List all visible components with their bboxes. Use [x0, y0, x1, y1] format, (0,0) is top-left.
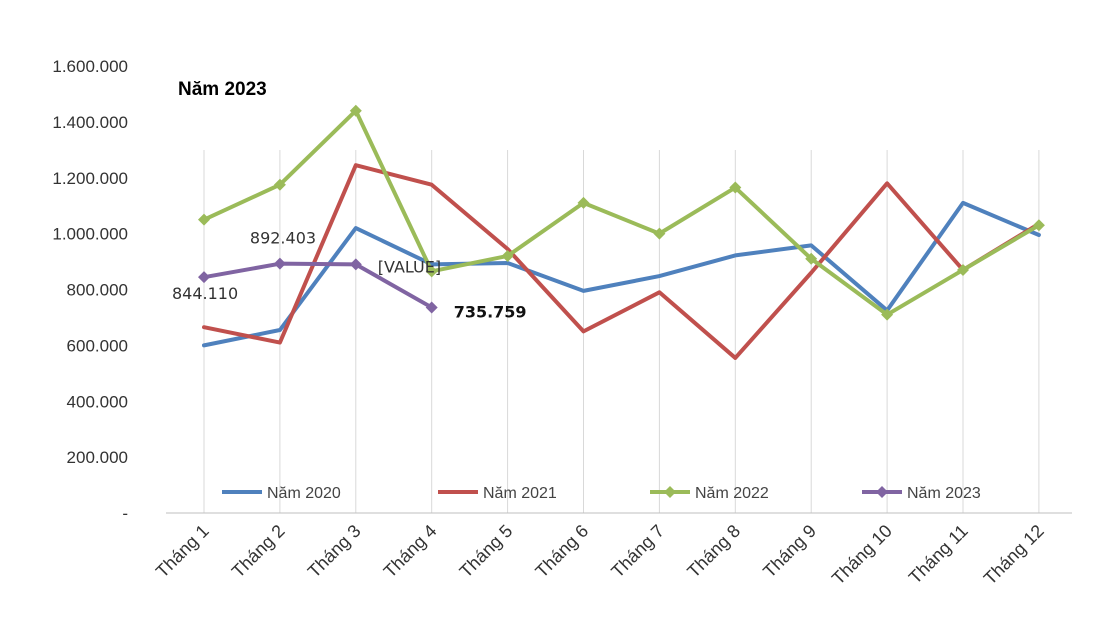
marker-n-m-2022 [425, 265, 438, 278]
marker-n-m-2023 [273, 257, 286, 270]
y-tick-label: 400.000 [67, 392, 128, 411]
series-line-n-m-2021 [202, 163, 1041, 360]
legend-marker [664, 486, 676, 498]
legend: Năm 2020 Năm 2021 Năm 2022 Năm 2023 [222, 485, 981, 502]
marker-n-m-2023 [425, 301, 438, 314]
series-line-n-m-2020 [202, 200, 1041, 348]
y-tick-label: 1.600.000 [52, 57, 128, 76]
legend-label: Năm 2020 [267, 485, 341, 502]
y-tick-label: 800.000 [67, 281, 128, 300]
y-tick-label: 1.400.000 [52, 113, 128, 132]
series-markers [198, 104, 1045, 321]
legend-label: Năm 2022 [695, 485, 769, 502]
marker-n-m-2022 [577, 196, 590, 209]
x-tick-label: Tháng 5 [456, 521, 517, 582]
x-tick-label: Tháng 3 [304, 521, 365, 582]
data-label: 844.110 [172, 284, 238, 303]
marker-n-m-2022 [957, 263, 969, 276]
x-tick-label: Tháng 9 [759, 521, 820, 582]
data-label: [VALUE] [378, 257, 441, 276]
x-tick-label: Tháng 2 [228, 521, 289, 582]
legend-label: Năm 2023 [907, 485, 981, 502]
legend-marker [876, 486, 888, 498]
x-tick-label: Tháng 7 [607, 521, 668, 582]
x-tick-label: Tháng 1 [152, 521, 213, 582]
marker-n-m-2022 [501, 249, 514, 262]
y-tick-label: 1.200.000 [52, 169, 128, 188]
data-label: 735.759 [454, 302, 527, 321]
gridlines [203, 150, 1040, 513]
marker-n-m-2022 [349, 104, 362, 117]
marker-n-m-2022 [805, 252, 818, 265]
series-lines [202, 108, 1041, 360]
marker-n-m-2022 [1032, 219, 1045, 232]
x-tick-label: Tháng 4 [380, 521, 441, 582]
x-tick-label: Tháng 10 [828, 521, 896, 589]
marker-n-m-2022 [729, 181, 742, 194]
x-tick-label: Tháng 8 [683, 521, 744, 582]
series-line-n-m-2023 [202, 261, 434, 310]
legend-label: Năm 2021 [483, 485, 557, 502]
y-tick-label: 200.000 [67, 448, 128, 467]
series-line-n-m-2022 [202, 108, 1041, 317]
x-tick-label: Tháng 6 [531, 521, 592, 582]
x-tick-label: Tháng 12 [980, 521, 1048, 589]
marker-n-m-2022 [653, 227, 666, 240]
y-tick-label: - [122, 504, 128, 523]
y-tick-label: 600.000 [67, 336, 128, 355]
data-label: 892.403 [250, 229, 316, 248]
x-tick-label: Tháng 11 [905, 521, 972, 588]
marker-n-m-2022 [198, 213, 210, 226]
data-labels: 844.110 892.403 [VALUE] 735.759 [172, 229, 527, 322]
marker-n-m-2022 [881, 308, 894, 321]
y-tick-label: 1.000.000 [52, 225, 128, 244]
axes: - 200.000 400.000 600.000 800.000 1.000.000 1.… [52, 57, 1072, 589]
marker-n-m-2022 [273, 178, 286, 191]
marker-n-m-2023 [198, 271, 210, 284]
marker-n-m-2023 [349, 258, 362, 271]
chart-title: Năm 2023 [178, 79, 267, 100]
